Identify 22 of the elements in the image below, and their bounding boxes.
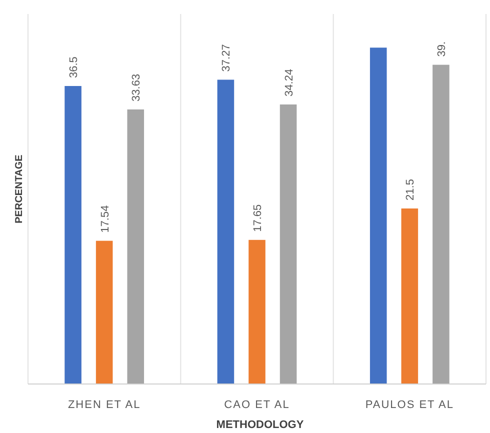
data-label: 17.54 [99,205,112,233]
data-label: 21.5 [404,179,417,200]
y-axis-title: PERCENTAGE [14,154,25,224]
bar [370,48,387,384]
bar [248,240,266,384]
bar [280,104,297,384]
data-label: 39. [436,41,448,57]
x-tick-label: ZHEN ET AL [68,399,141,411]
bar [127,109,144,384]
bar [217,80,234,384]
data-label: 36.5 [68,56,80,78]
x-tick-label: CAO ET AL [224,399,290,411]
data-label: 34.24 [283,68,296,96]
data-label: 37.27 [220,44,233,72]
bar [64,86,82,384]
data-label: 17.65 [252,204,264,232]
bar [432,64,450,384]
data-label: 33.63 [130,74,143,102]
x-axis-title: METHODOLOGY [216,419,304,431]
bar [96,240,113,384]
bar [401,208,418,384]
x-tick-label: PAULOS ET AL [365,399,454,411]
